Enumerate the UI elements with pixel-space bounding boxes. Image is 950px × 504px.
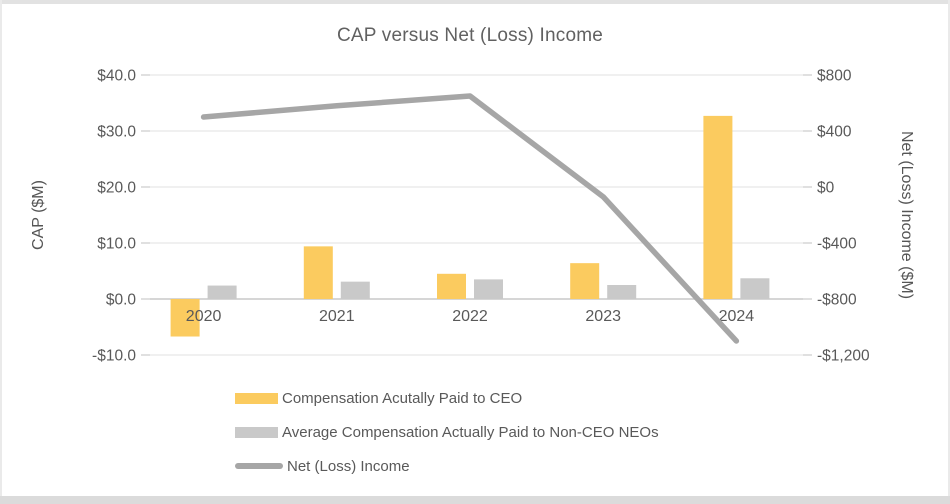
legend-item-net-income[interactable]: Net (Loss) Income (235, 457, 659, 475)
right-axis-tick-label: -$1,200 (817, 348, 870, 365)
chart-title: CAP versus Net (Loss) Income (336, 25, 604, 46)
legend-label-nonceo-cap: Average Compensation Actually Paid to No… (282, 423, 659, 441)
left-axis-tick-label: $20.0 (97, 180, 136, 197)
right-axis-tick-label: $800 (817, 68, 852, 85)
legend-label-ceo-cap: Compensation Acutally Paid to CEO (282, 389, 523, 407)
frame-border-left (0, 0, 2, 504)
bar-ceo-2024[interactable] (703, 115, 733, 299)
bar-nonceo-2020[interactable] (207, 285, 237, 299)
legend-item-ceo-cap[interactable]: Compensation Acutally Paid to CEO (235, 389, 659, 407)
category-label-2024: 2024 (719, 308, 755, 325)
right-axis-tick-label: $0 (817, 180, 835, 197)
category-label-2020: 2020 (186, 308, 222, 325)
category-label-2022: 2022 (452, 308, 488, 325)
bar-nonceo-2024[interactable] (740, 278, 770, 299)
legend-item-nonceo-cap[interactable]: Average Compensation Actually Paid to No… (235, 423, 659, 441)
legend-swatch-net-income (235, 463, 283, 469)
legend: Compensation Acutally Paid to CEO Averag… (235, 389, 659, 475)
net-loss-income-line[interactable] (200, 93, 740, 344)
frame-border-top (0, 0, 950, 4)
bar-nonceo-2021[interactable] (340, 281, 370, 299)
frame-border-right (948, 0, 950, 504)
left-axis-tick-label: -$10.0 (92, 348, 136, 365)
left-axis-tick-label: $30.0 (97, 124, 136, 141)
bar-ceo-2022[interactable] (437, 273, 466, 299)
left-axis-tick-label: $10.0 (97, 236, 136, 253)
left-axis-tick-label: $0.0 (106, 292, 137, 309)
right-axis-tick-label: -$400 (817, 236, 857, 253)
bottom-strip (0, 496, 950, 504)
legend-swatch-nonceo-cap (235, 426, 278, 438)
category-label-2021: 2021 (319, 308, 355, 325)
bar-nonceo-2022[interactable] (474, 279, 503, 299)
left-axis-tick-label: $40.0 (97, 68, 136, 85)
legend-label-net-income: Net (Loss) Income (287, 457, 410, 475)
bar-ceo-2023[interactable] (570, 263, 600, 299)
right-axis-tick-label: $400 (817, 124, 852, 141)
bar-ceo-2020[interactable] (170, 299, 200, 337)
legend-swatch-ceo-cap (235, 392, 278, 404)
category-label-2023: 2023 (585, 308, 621, 325)
right-axis-tick-label: -$800 (817, 292, 857, 309)
bar-nonceo-2023[interactable] (607, 285, 637, 299)
bar-ceo-2021[interactable] (303, 246, 333, 299)
